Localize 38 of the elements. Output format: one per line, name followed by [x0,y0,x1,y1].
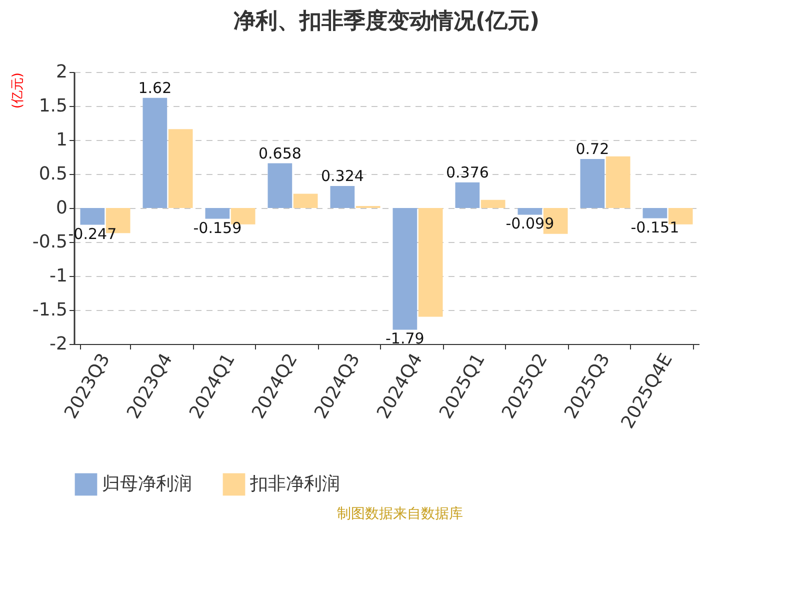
bar [455,182,480,208]
data-label: 1.62 [138,78,172,97]
y-tick-label: -2 [50,334,68,354]
data-label: -1.79 [386,330,424,348]
legend-label: 归母净利润 [102,473,192,494]
data-label: 0.376 [446,163,489,182]
y-tick-label: 1.5 [38,96,68,116]
data-label: -0.159 [193,218,242,237]
bar [268,163,292,208]
y-tick-label: 1 [56,130,68,150]
data-label: -0.099 [506,214,554,233]
data-label: 0.72 [576,140,610,158]
bar [330,186,355,208]
y-tick-label: -1 [50,266,68,286]
legend-label: 扣非净利润 [249,473,340,494]
bar [606,156,630,208]
chart-title: 净利、扣非季度变动情况(亿元) [233,8,540,34]
bar [580,159,605,208]
bar [293,194,318,208]
bar [168,129,193,208]
text: 制图数据来自数据库 [336,505,464,523]
y-axis-title: (亿元) [10,72,26,109]
bar [480,200,506,208]
bar [518,208,542,215]
data-label: -0.151 [630,218,680,236]
bar [418,208,443,317]
bar [642,208,668,218]
bar [205,208,230,219]
bar [142,98,168,208]
y-tick-label: -1.5 [32,300,68,320]
y-tick-label: 2 [56,62,68,82]
y-tick-label: 0 [56,198,68,218]
y-tick-label: 0.5 [38,164,68,184]
data-label: 0.324 [320,166,364,185]
bar [80,208,105,225]
bar [392,208,418,330]
data-label: 0.658 [258,144,302,162]
y-tick-label: -0.5 [32,232,68,252]
